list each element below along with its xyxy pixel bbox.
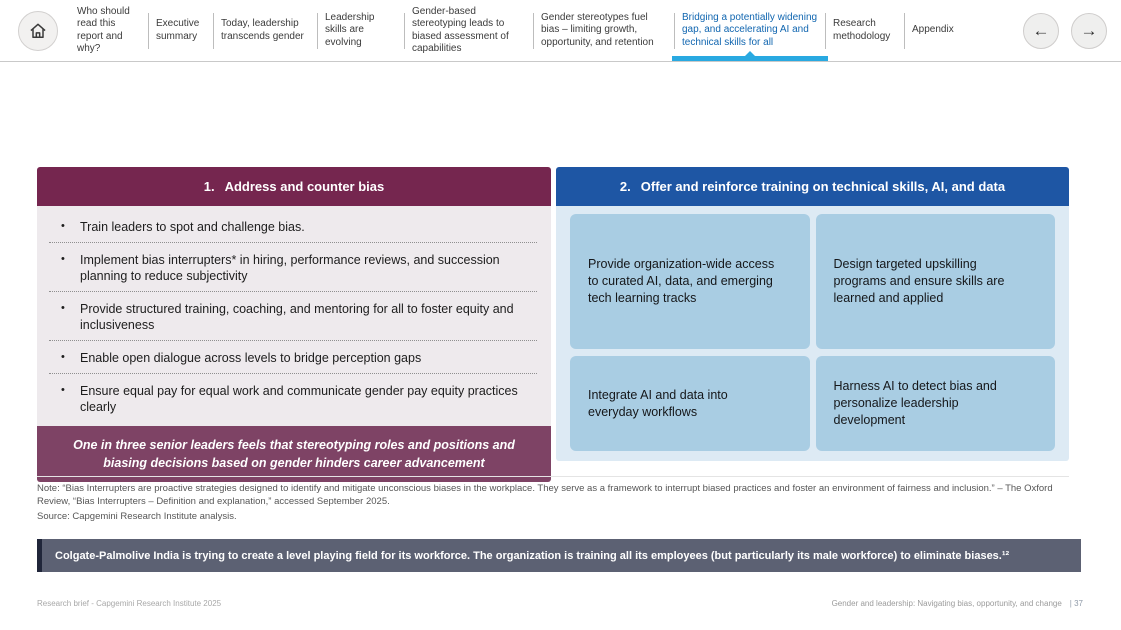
card-text: Harness AI to detect bias and personaliz… [833,379,997,427]
top-navigation: Who should read this report and why? Exe… [0,0,1121,62]
tab-executive-summary[interactable]: Executive summary [149,0,213,61]
home-button[interactable] [18,10,58,51]
tab-separator [404,12,405,49]
tab-separator [825,12,826,49]
tab-bridging-widening-gap-active[interactable]: Bridging a potentially widening gap, and… [672,0,828,61]
note-text: Note: “Bias Interrupters are proactive s… [37,483,1053,507]
page-number: | 37 [1069,599,1083,608]
panel-right-title: Offer and reinforce training on technica… [640,179,1006,194]
tab-label: Appendix [912,24,954,36]
panel-address-counter-bias: 1. Address and counter bias • Train lead… [37,167,551,483]
nav-arrows: ← → [1023,12,1107,49]
list-item: • Train leaders to spot and challenge bi… [49,210,537,243]
footer-chapter-title: Gender and leadership: Navigating bias, … [831,599,1062,608]
tab-label: Today, leadership transcends gender [221,18,304,42]
tab-appendix[interactable]: Appendix [905,0,961,61]
tab-label: Bridging a potentially widening gap, and… [682,11,818,48]
panel-right-body: Provide organization-wide access to cura… [556,206,1069,461]
bullet-text: Ensure equal pay for equal work and comm… [80,384,518,414]
tab-label: Leadership skills are evolving [325,11,375,48]
bullet-icon: • [61,220,65,232]
bullet-icon: • [61,302,65,314]
arrow-right-icon: → [1080,20,1098,40]
bullet-text: Implement bias interrupters* in hiring, … [80,253,500,283]
list-item: • Provide structured training, coaching,… [49,292,537,341]
tab-label: Who should read this report and why? [77,5,130,55]
panel-left-title: Address and counter bias [224,179,385,194]
bullet-text: Train leaders to spot and challenge bias… [80,220,305,234]
training-card: Integrate AI and data into everyday work… [570,356,810,451]
panel-right-number: 2. [619,179,631,194]
bullet-icon: • [61,253,65,265]
nav-tabs: Who should read this report and why? Exe… [70,0,1013,61]
panel-training-technical-skills: 2. Offer and reinforce training on techn… [556,167,1069,461]
tab-separator [904,12,905,49]
tab-separator [533,12,534,49]
next-page-button[interactable]: → [1071,12,1107,49]
active-tab-indicator [672,51,828,61]
tab-separator [213,12,214,49]
panel-left-header: 1. Address and counter bias [37,167,551,206]
panel-left-body: • Train leaders to spot and challenge bi… [37,206,551,426]
footer-report-title: Research brief - Capgemini Research Inst… [37,599,222,608]
notes-section: Note: “Bias Interrupters are proactive s… [37,476,1069,523]
list-item: • Implement bias interrupters* in hiring… [49,243,537,292]
footer-chapter: Gender and leadership: Navigating bias, … [832,599,1083,608]
training-card: Harness AI to detect bias and personaliz… [815,356,1055,451]
tab-label: Research methodology [833,18,891,42]
tab-who-should-read[interactable]: Who should read this report and why? [70,0,148,61]
tab-gender-stereotypes-fuel-bias[interactable]: Gender stereotypes fuel bias – limiting … [534,0,674,61]
panel-left-number: 1. [203,179,215,194]
training-card: Design targeted upskilling programs and … [815,214,1055,349]
bullet-list: • Train leaders to spot and challenge bi… [49,210,537,422]
card-text: Integrate AI and data into everyday work… [588,387,728,419]
tab-gender-based-stereotyping[interactable]: Gender-based stereotyping leads to biase… [405,0,533,61]
home-icon [28,21,48,41]
source-text: Source: Capgemini Research Institute ana… [37,510,237,522]
tab-label: Gender stereotypes fuel bias – limiting … [541,11,654,48]
banner-text: Colgate-Palmolive India is trying to cre… [55,549,1010,562]
tab-label: Gender-based stereotyping leads to biase… [412,5,509,55]
bullet-text: Enable open dialogue across levels to br… [80,351,422,365]
training-card: Provide organization-wide access to cura… [570,214,810,349]
tab-today-leadership[interactable]: Today, leadership transcends gender [214,0,317,61]
bullet-icon: • [61,384,65,396]
tab-label: Executive summary [156,18,200,42]
list-item: • Enable open dialogue across levels to … [49,341,537,374]
tab-leadership-skills[interactable]: Leadership skills are evolving [318,0,404,61]
tab-research-methodology[interactable]: Research methodology [826,0,904,61]
panel-right-header: 2. Offer and reinforce training on techn… [556,167,1069,206]
case-study-banner: Colgate-Palmolive India is trying to cre… [37,539,1081,572]
card-text: Provide organization-wide access to cura… [588,257,775,305]
senior-leaders-quote: One in three senior leaders feels that s… [37,426,551,483]
arrow-left-icon: ← [1032,20,1050,40]
tab-separator [317,12,318,49]
bullet-icon: • [61,351,65,363]
list-item: • Ensure equal pay for equal work and co… [49,374,537,422]
previous-page-button[interactable]: ← [1023,12,1059,49]
bullet-text: Provide structured training, coaching, a… [80,302,514,332]
tab-separator [148,12,149,49]
tab-separator [674,12,675,49]
card-text: Design targeted upskilling programs and … [833,257,1005,305]
